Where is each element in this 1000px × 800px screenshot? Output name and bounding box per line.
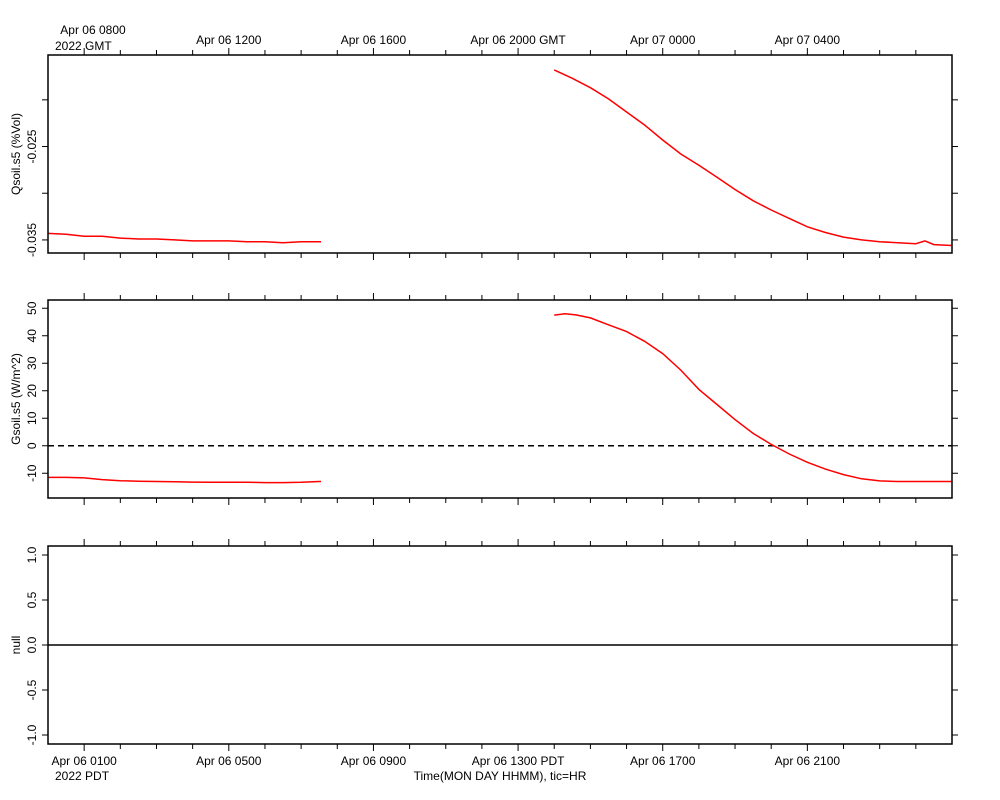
top-first-tick-label-line2: 2022 GMT [55, 39, 112, 53]
y-tick-label: 1.0 [25, 546, 39, 563]
y-tick-label: 0 [25, 442, 39, 449]
series-line-segment-1 [47, 232, 321, 244]
panel-3: 1.0 0.5 0.0 -0.5 -1.0 null [9, 539, 958, 751]
panel-1: -0.025 -0.035 Qsoil.s5 (%Vol) [9, 48, 958, 260]
top-first-tick-label-line1: Apr 06 0800 [60, 23, 126, 37]
y-tick-label: 10 [25, 411, 39, 425]
top-tick-label: Apr 06 2000 GMT [470, 33, 566, 47]
y-tick-label: -1.0 [25, 724, 39, 745]
y-tick-label: 30 [25, 356, 39, 370]
y-tick-label: -0.035 [25, 223, 39, 257]
chart-panels: -0.025 -0.035 Qsoil.s5 (%Vol) 50 40 30 20 10 0 -1… [9, 48, 958, 751]
series-line-segment-1 [48, 476, 321, 484]
y-tick-label: 50 [25, 301, 39, 315]
top-tick-label: Apr 07 0000 [630, 33, 696, 47]
bottom-tick-label: Apr 06 2100 [775, 754, 841, 768]
y-tick-label: 0.0 [25, 636, 39, 653]
series-line-segment-2 [554, 313, 952, 483]
bottom-time-tick-labels: Apr 06 0100 Apr 06 0500 Apr 06 0900 Apr 06 … [51, 754, 840, 768]
y-tick-label: -0.5 [25, 679, 39, 700]
y-tick-label: 0.5 [25, 591, 39, 608]
y-tick-label: 40 [25, 329, 39, 343]
panel-2: 50 40 30 20 10 0 -10 Gsoil.s5 (W/m^2) [9, 293, 958, 505]
y-axis-label: Qsoil.s5 (%Vol) [9, 113, 23, 195]
y-axis-label: null [9, 636, 23, 655]
y-tick-label: -10 [25, 464, 39, 482]
bottom-tick-label: Apr 06 1300 PDT [472, 754, 565, 768]
x-axis-label: Time(MON DAY HHMM), tic=HR [414, 769, 587, 783]
y-axis-label: Gsoil.s5 (W/m^2) [9, 353, 23, 445]
plot-frame [47, 545, 953, 745]
top-tick-label: Apr 07 0400 [775, 33, 841, 47]
y-tick-label: 20 [25, 384, 39, 398]
bottom-tick-label: Apr 06 1700 [630, 754, 696, 768]
bottom-tick-label: Apr 06 0900 [341, 754, 407, 768]
top-time-tick-labels: Apr 06 1200 Apr 06 1600 Apr 06 2000 GMT Apr… [196, 33, 840, 47]
plot-frame [47, 299, 953, 499]
top-tick-label: Apr 06 1200 [196, 33, 262, 47]
top-tick-label: Apr 06 1600 [341, 33, 407, 47]
bottom-first-tick-label-line2: 2022 PDT [55, 769, 110, 783]
series-line-segment-2 [553, 69, 953, 247]
bottom-tick-label: Apr 06 0500 [196, 754, 262, 768]
y-tick-label: -0.025 [25, 129, 39, 163]
bottom-tick-label: Apr 06 0100 [51, 754, 117, 768]
plot-frame [47, 54, 953, 254]
